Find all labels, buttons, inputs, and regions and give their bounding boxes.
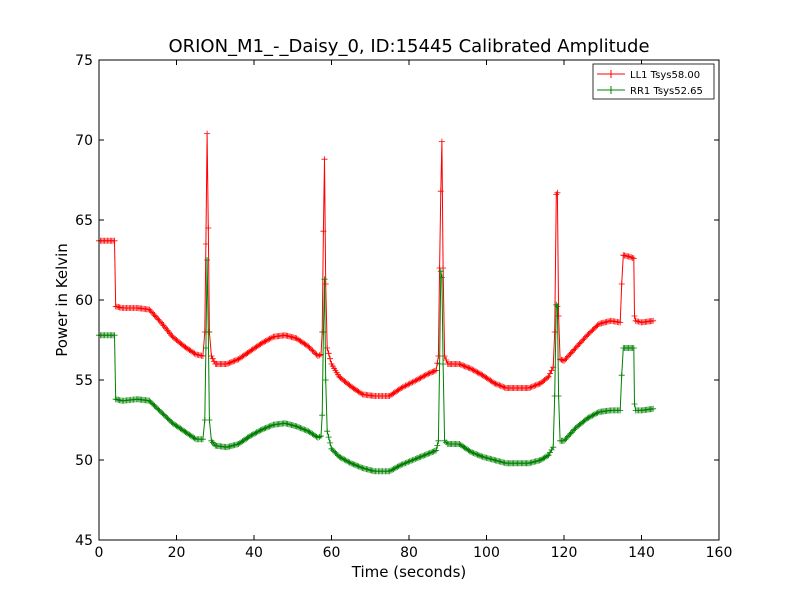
ticks-layer: 0 20 40 60 80 100 120 140 160 45 50 55 60 65 70 75 xyxy=(75,53,732,561)
legend: LL1 Tsys58.00 RR1 Tsys52.65 xyxy=(592,63,715,100)
x-tick-label: 0 xyxy=(95,545,104,561)
x-tick-label: 60 xyxy=(323,545,341,561)
chart-title: ORION_M1_-_Daisy_0, ID:15445 Calibrated … xyxy=(168,36,649,57)
series-layer xyxy=(96,130,657,475)
y-tick-label: 45 xyxy=(75,533,93,549)
legend-box xyxy=(592,63,715,100)
legend-label-ll1: LL1 Tsys58.00 xyxy=(630,70,700,81)
x-tick-label: 120 xyxy=(551,545,578,561)
legend-label-rr1: RR1 Tsys52.65 xyxy=(630,86,703,97)
y-tick-label: 50 xyxy=(75,453,93,469)
x-axis-label: Time (seconds) xyxy=(351,563,467,581)
y-tick-label: 60 xyxy=(75,293,93,309)
x-tick-label: 80 xyxy=(400,545,418,561)
legend-marker-ll1 xyxy=(607,70,615,78)
x-tick-label: 40 xyxy=(245,545,263,561)
y-tick-label: 65 xyxy=(75,213,93,229)
x-tick-label: 140 xyxy=(628,545,655,561)
x-tick-label: 20 xyxy=(168,545,186,561)
y-tick-label: 55 xyxy=(75,373,93,389)
y-axis-label: Power in Kelvin xyxy=(53,243,71,357)
y-tick-label: 70 xyxy=(75,133,93,149)
legend-entry-rr1: RR1 Tsys52.65 xyxy=(597,86,703,97)
legend-entry-ll1: LL1 Tsys58.00 xyxy=(597,70,700,81)
x-tick-label: 100 xyxy=(473,545,500,561)
y-tick-label: 75 xyxy=(75,53,93,69)
x-tick-label: 160 xyxy=(706,545,733,561)
legend-marker-rr1 xyxy=(607,86,615,94)
